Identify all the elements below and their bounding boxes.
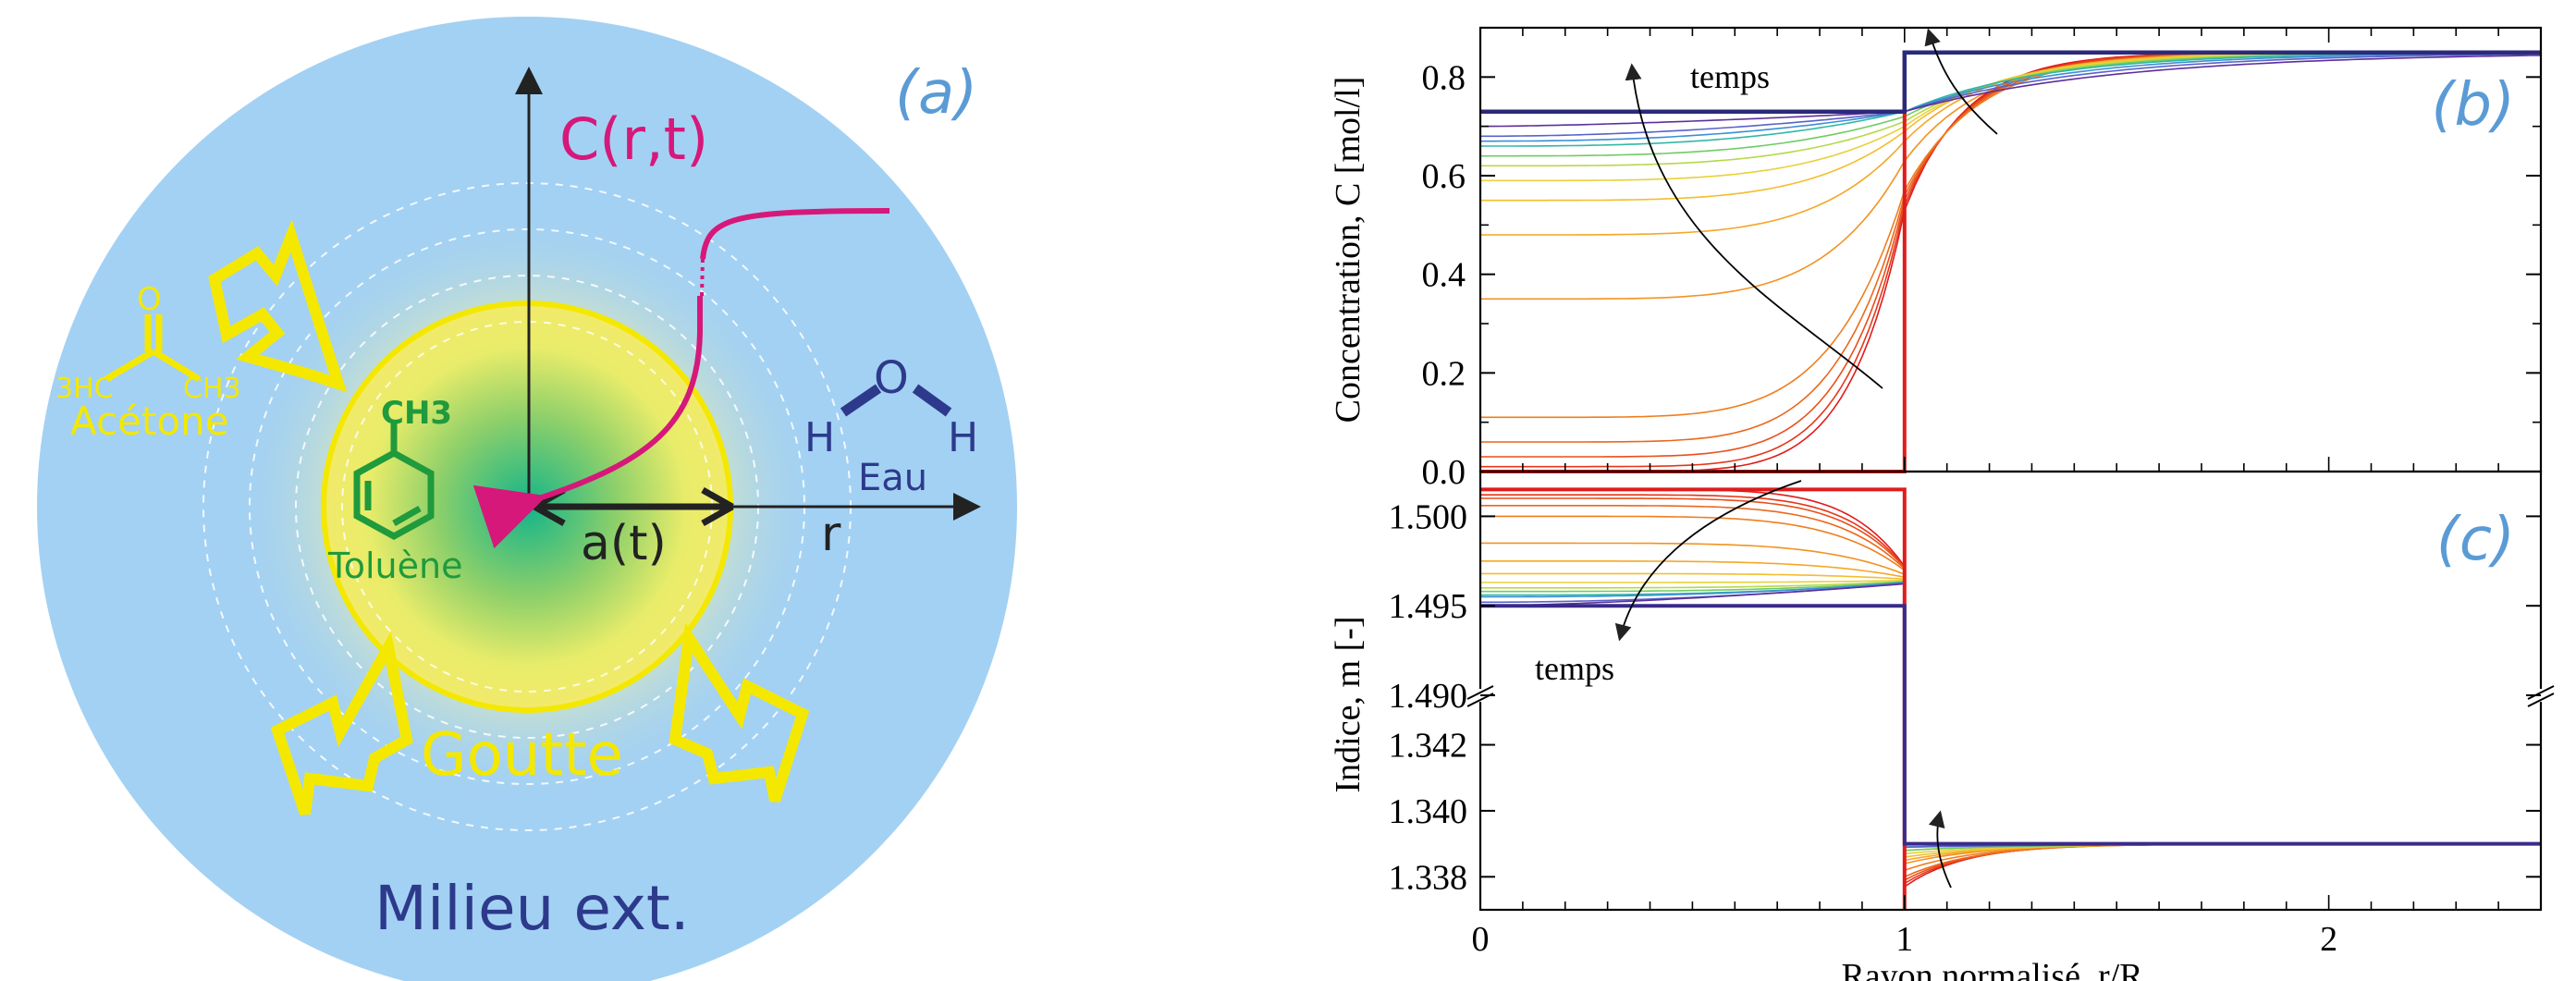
drop-label: Goutte — [421, 721, 623, 790]
panel-label-a: (a) — [895, 59, 977, 128]
index-profile-line-inside — [1480, 582, 1905, 598]
concentration-profile-curve-inner — [472, 296, 703, 549]
x-tick-label: 0 — [1472, 920, 1490, 959]
index-profile-line-inside — [1480, 580, 1905, 589]
axis-break-mark — [1466, 685, 1494, 700]
index-profile-line-inside — [1480, 579, 1905, 583]
y-axis-title-b: Concentration, C [mol/l] — [1329, 77, 1368, 423]
concentration-chart: 0.0 0.2 0.4 0.6 0.8 Concentration, C [mol/l] (… — [1329, 26, 2543, 492]
x-tick-label: 2 — [2320, 920, 2337, 959]
index-profile-line-inside — [1480, 560, 1905, 578]
time-annotation-c: temps — [1535, 650, 1614, 687]
concentration-profile-line — [1480, 52, 2541, 182]
radius-axis-label: r — [821, 507, 841, 562]
concentration-profile-line — [1480, 52, 2541, 157]
water-oxygen: O — [874, 352, 909, 404]
concentration-profile-line — [1480, 51, 2541, 468]
y-tick-label-b: 0.8 — [1422, 58, 1466, 97]
index-profile-line-inside — [1480, 505, 1906, 570]
panel-label-c: (c) — [2436, 506, 2515, 574]
inflow-arrows — [208, 219, 810, 815]
toluene-methyl-group: CH3 — [381, 395, 452, 432]
index-profile-line-inside — [1480, 581, 1905, 593]
y-tick-label-c-lower: 1.342 — [1389, 727, 1468, 766]
index-profile-line-inside — [1480, 572, 1905, 581]
toluene-label: Toluène — [327, 546, 463, 586]
y-tick-label-c-lower: 1.338 — [1389, 858, 1468, 897]
acetone-left-group: 3HC — [55, 373, 114, 405]
axis-break-mark — [2527, 685, 2555, 700]
medium-label: Milieu ext. — [374, 873, 690, 944]
concentration-profile-curve-outer — [700, 208, 890, 260]
x-tick-label: 1 — [1895, 920, 1913, 959]
inflow-arrow-top-left — [208, 219, 348, 393]
water-label: Eau — [858, 457, 927, 499]
concentration-function-label: C(r,t) — [559, 105, 708, 173]
y-tick-label-c-upper: 1.500 — [1389, 497, 1468, 536]
acetone-oxygen: O — [137, 281, 162, 318]
concentration-profile-line — [1480, 53, 2541, 142]
time-arrow-c-outside — [1928, 810, 1952, 889]
x-axis-title: Rayon normalisé, r/R — [1841, 957, 2143, 981]
front-radius-label: a(t) — [581, 516, 667, 571]
index-initial-profile — [1480, 487, 1907, 910]
water-hydrogen-left: H — [804, 414, 835, 461]
inflow-arrow-bottom-left — [270, 631, 413, 815]
concentration-profile-line — [1480, 55, 2541, 128]
acetone-label: Acétone — [70, 399, 229, 444]
panel-a-schematic: O 3HC CH3 Acétone CH3 Toluène O H H Eau … — [37, 17, 1017, 981]
refractive-index-chart: 1.490 1.495 1.500 1.338 1.340 1.342 0 1 2 Rayon n… — [1329, 470, 2555, 981]
concentration-profile-line — [1480, 53, 2541, 138]
time-arrow-b-outside — [1924, 28, 1998, 135]
concentration-profile-line — [1480, 51, 2541, 472]
time-arrow-c-inside — [1614, 480, 1802, 642]
index-profile-line-inside — [1480, 515, 1906, 571]
water-hydrogen-right: H — [948, 414, 978, 461]
y-tick-label-c-upper: 1.495 — [1389, 587, 1468, 626]
axis-break-mark — [2527, 693, 2555, 707]
concentration-profile-curve-interface — [700, 258, 705, 297]
concentration-profile-line — [1480, 51, 2541, 300]
acetone-right-group: CH3 — [183, 373, 241, 405]
y-tick-label-b: 0.4 — [1422, 256, 1466, 295]
index-profile-line-inside — [1480, 494, 1906, 569]
water-molecule — [840, 384, 952, 417]
concentration-final-profile — [1480, 50, 2541, 114]
y-tick-label-c-upper: 1.490 — [1389, 677, 1468, 716]
index-final-profile — [1480, 604, 2541, 846]
index-profile-line-inside — [1480, 497, 1906, 569]
concentration-initial-profile — [1480, 50, 2541, 473]
y-tick-label-c-lower: 1.340 — [1389, 792, 1468, 831]
toluene-molecule — [353, 422, 435, 540]
concentration-profile-line — [1480, 52, 2541, 202]
y-axis-title-c: Indice, m [-] — [1329, 617, 1368, 793]
panel-label-b: (b) — [2431, 71, 2515, 140]
plot-frame-b — [1478, 26, 2543, 473]
y-tick-label-b: 0.0 — [1422, 453, 1466, 492]
acetone-molecule — [104, 314, 201, 383]
time-annotation-b: temps — [1690, 58, 1770, 95]
index-profile-line-inside — [1480, 542, 1906, 576]
time-arrow-b-inside — [1625, 63, 1883, 389]
inflow-arrow-bottom-right — [669, 622, 810, 803]
y-tick-label-b: 0.2 — [1422, 354, 1466, 393]
y-tick-label-b: 0.6 — [1422, 157, 1466, 196]
